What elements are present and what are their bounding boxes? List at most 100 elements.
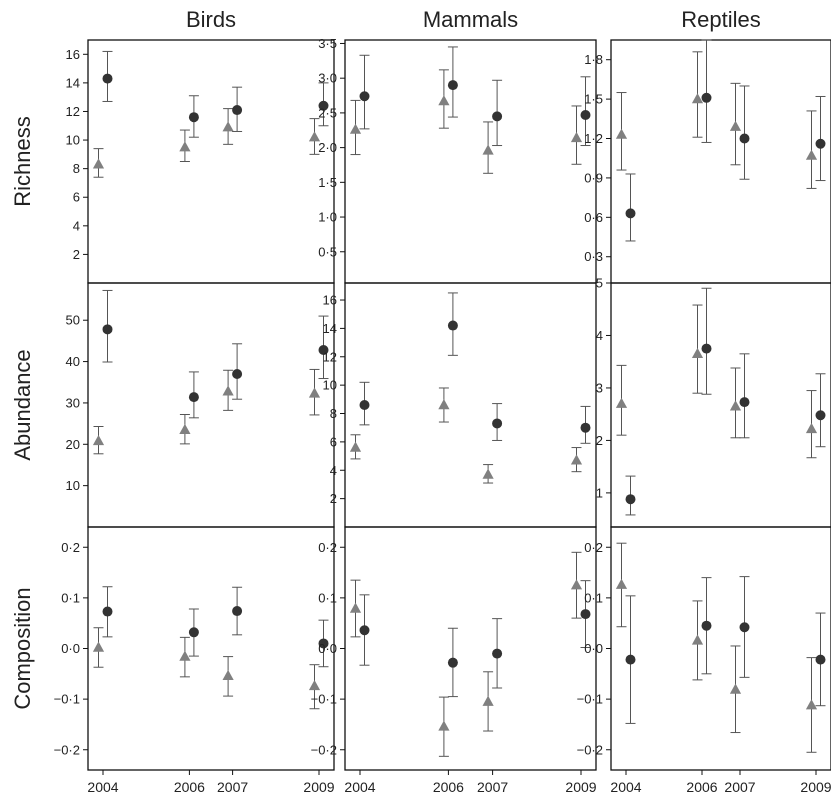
- circle-point: [232, 606, 243, 617]
- circle-point: [447, 320, 458, 331]
- y-tick-label-birds-richness: 12: [66, 104, 80, 119]
- x-tick-label-mammals: 2006: [433, 779, 464, 795]
- row-title-abundance: Abundance: [10, 349, 35, 460]
- triangle-point: [222, 121, 234, 132]
- circle-point: [815, 138, 826, 149]
- triangle-point: [570, 454, 583, 465]
- y-tick-label-mammals-abundance: 4: [330, 463, 337, 478]
- y-tick-label-reptiles-richness: 1·8: [584, 52, 603, 67]
- y-tick-label-reptiles-composition: 0·2: [584, 540, 603, 555]
- x-tick-label-mammals: 2009: [565, 779, 596, 795]
- row-title-composition: Composition: [10, 587, 35, 709]
- circle-point: [102, 73, 113, 84]
- y-tick-label-reptiles-richness: 0·9: [584, 170, 603, 185]
- triangle-point: [691, 634, 704, 645]
- y-tick-label-birds-abundance: 30: [66, 395, 80, 410]
- circle-point: [701, 92, 712, 103]
- triangle-point: [92, 434, 105, 446]
- y-tick-label-birds-richness: 10: [66, 133, 80, 148]
- circle-point: [102, 606, 113, 617]
- triangle-point: [349, 602, 362, 613]
- y-tick-label-reptiles-composition: −0·1: [577, 692, 603, 707]
- y-tick-label-birds-composition: 0·1: [61, 590, 80, 605]
- column-title-birds: Birds: [186, 7, 236, 32]
- circle-point: [580, 609, 591, 620]
- circle-point: [739, 397, 750, 408]
- triangle-point: [92, 158, 105, 169]
- triangle-point: [349, 441, 362, 452]
- y-tick-label-birds-composition: 0·0: [61, 641, 80, 656]
- y-tick-label-reptiles-composition: 0·1: [584, 590, 603, 605]
- triangle-point: [92, 641, 105, 652]
- circle-point: [701, 620, 712, 631]
- triangle-point: [438, 95, 450, 106]
- circle-point: [815, 410, 826, 421]
- triangle-point: [222, 385, 234, 396]
- y-tick-label-reptiles-abundance: 2: [596, 433, 603, 448]
- circle-point: [318, 100, 329, 111]
- panel-frame-reptiles-richness: [610, 39, 831, 284]
- y-tick-label-mammals-richness: 3·0: [318, 71, 337, 86]
- y-tick-label-birds-richness: 6: [73, 190, 80, 205]
- triangle-point: [482, 468, 494, 479]
- panel-frame-reptiles-abundance: [610, 282, 831, 528]
- y-tick-label-reptiles-richness: 1·2: [584, 131, 603, 146]
- y-tick-label-reptiles-abundance: 3: [596, 380, 603, 395]
- circle-point: [447, 80, 458, 91]
- circle-point: [318, 344, 329, 355]
- triangle-point: [729, 683, 742, 694]
- triangle-point: [179, 650, 191, 661]
- triangle-point: [438, 399, 450, 410]
- y-tick-label-birds-composition: −0·1: [54, 692, 80, 707]
- y-tick-label-mammals-richness: 3·5: [318, 36, 337, 51]
- row-title-richness: Richness: [10, 116, 35, 206]
- y-tick-label-birds-abundance: 20: [66, 437, 80, 452]
- circle-point: [188, 112, 199, 123]
- triangle-point: [691, 93, 704, 104]
- triangle-point: [308, 679, 321, 691]
- y-tick-label-mammals-abundance: 2: [330, 491, 337, 506]
- circle-point: [739, 622, 750, 633]
- y-tick-label-mammals-abundance: 16: [323, 293, 337, 308]
- triangle-point: [615, 578, 628, 589]
- triangle-point: [691, 347, 704, 359]
- panel-frame-mammals-richness: [344, 39, 597, 284]
- triangle-point: [570, 131, 583, 143]
- y-tick-label-birds-richness: 16: [66, 47, 80, 62]
- triangle-point: [438, 720, 450, 731]
- y-tick-label-mammals-abundance: 12: [323, 349, 337, 364]
- circle-point: [625, 208, 636, 219]
- y-tick-label-reptiles-richness: 0·6: [584, 210, 603, 225]
- y-tick-label-birds-abundance: 10: [66, 478, 80, 493]
- circle-point: [492, 418, 503, 429]
- x-tick-label-birds: 2009: [303, 779, 334, 795]
- y-tick-label-mammals-composition: 0·0: [318, 641, 337, 656]
- y-tick-label-birds-richness: 14: [66, 75, 80, 90]
- triangle-point: [482, 144, 494, 155]
- circle-point: [580, 109, 591, 120]
- y-tick-label-mammals-abundance: 6: [330, 434, 337, 449]
- panel-frame-birds-abundance: [87, 282, 335, 528]
- circle-point: [447, 657, 458, 668]
- y-tick-label-reptiles-richness: 0·3: [584, 249, 603, 264]
- y-tick-label-mammals-richness: 1·0: [318, 210, 337, 225]
- y-tick-label-mammals-composition: −0·2: [311, 742, 337, 757]
- panel-frame-mammals-abundance: [344, 282, 597, 528]
- y-tick-label-reptiles-abundance: 4: [596, 328, 603, 343]
- circle-point: [318, 638, 329, 649]
- y-tick-label-reptiles-richness: 1·5: [584, 92, 603, 107]
- triangle-point: [308, 387, 321, 398]
- y-tick-label-reptiles-abundance: 5: [596, 276, 603, 291]
- y-tick-label-birds-composition: 0·2: [61, 540, 80, 555]
- y-tick-label-reptiles-composition: 0·0: [584, 641, 603, 656]
- circle-point: [359, 625, 370, 636]
- circle-point: [188, 392, 199, 403]
- y-tick-label-mammals-abundance: 14: [323, 321, 337, 336]
- x-tick-label-birds: 2004: [87, 779, 118, 795]
- y-tick-label-mammals-richness: 2·5: [318, 105, 337, 120]
- panel-frame-birds-composition: [87, 526, 335, 771]
- triangle-point: [222, 669, 234, 681]
- x-tick-label-birds: 2007: [217, 779, 248, 795]
- y-tick-label-birds-richness: 2: [73, 247, 80, 262]
